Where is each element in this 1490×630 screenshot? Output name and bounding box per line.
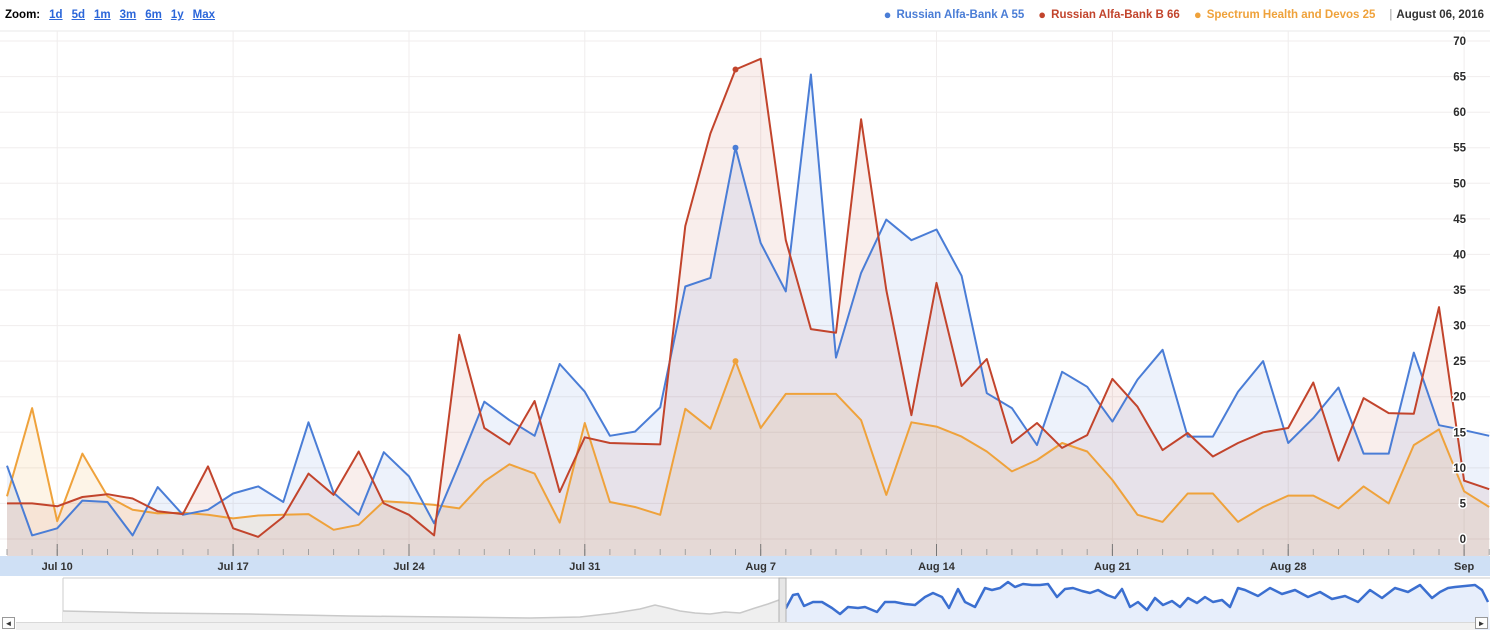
y-tick-label: 55 bbox=[1453, 143, 1466, 155]
plot-area[interactable] bbox=[0, 31, 1490, 548]
y-axis-labels: 0 5 10 15 20 25 30 35 40 45 50 55 60 65 70 bbox=[1452, 35, 1468, 548]
y-tick-label: 20 bbox=[1453, 392, 1466, 404]
y-tick-label: 70 bbox=[1453, 36, 1466, 48]
zoom-links: 1d 5d 1m 3m 6m 1y Max bbox=[49, 9, 215, 21]
marker-russian-alfa-bank-a bbox=[732, 144, 739, 151]
horizontal-gridlines bbox=[0, 40, 1490, 540]
series-bullet-icon: ● bbox=[1038, 7, 1047, 22]
line-spectrum-health-and-devos bbox=[6, 360, 1490, 531]
x-axis-ticks bbox=[6, 544, 1490, 556]
area-russian-alfa-bank-b bbox=[7, 58, 1490, 557]
y-tick-label: 40 bbox=[1453, 249, 1466, 261]
series-bullet-icon: ● bbox=[883, 7, 892, 22]
zoom-label: Zoom: bbox=[5, 9, 41, 21]
marker-spectrum-health-and-devos bbox=[732, 358, 739, 365]
scrollbar-right-button[interactable]: ► bbox=[1475, 617, 1488, 629]
marker-russian-alfa-bank-b bbox=[732, 66, 739, 73]
zoom-option-1d[interactable]: 1d bbox=[49, 9, 63, 21]
x-tick-label: Aug 28 bbox=[1270, 561, 1307, 573]
legend-date-separator: | bbox=[1389, 9, 1393, 21]
legend-date: | August 06, 2016 bbox=[1389, 9, 1484, 21]
x-tick-label: Jul 24 bbox=[393, 561, 425, 573]
zoom-controls: Zoom: 1d 5d 1m 3m 6m 1y Max bbox=[0, 9, 215, 21]
zoom-option-1y[interactable]: 1y bbox=[170, 9, 184, 21]
marked-points bbox=[732, 66, 739, 365]
y-tick-label: 5 bbox=[1460, 498, 1467, 510]
vertical-gridlines bbox=[56, 31, 1465, 548]
line-russian-alfa-bank-b bbox=[7, 57, 1490, 538]
legend-date-value: August 06, 2016 bbox=[1396, 9, 1484, 21]
legend-item-russian-alfa-bank-b[interactable]: ● Russian Alfa-Bank B 66 bbox=[1038, 7, 1180, 22]
x-tick-label: Sep bbox=[1454, 561, 1474, 573]
y-tick-label: 30 bbox=[1453, 321, 1466, 333]
legend-items: ● Russian Alfa-Bank A 55 ● Russian Alfa-Ban… bbox=[883, 7, 1376, 22]
zoom-option-3m[interactable]: 3m bbox=[119, 9, 137, 21]
zoom-option-6m[interactable]: 6m bbox=[145, 9, 162, 21]
legend-item-russian-alfa-bank-a[interactable]: ● Russian Alfa-Bank A 55 bbox=[883, 7, 1025, 22]
y-tick-label: 45 bbox=[1453, 214, 1466, 226]
x-tick-label: Aug 21 bbox=[1094, 561, 1131, 573]
zoom-option-1m[interactable]: 1m bbox=[93, 9, 111, 21]
legend-item-spectrum-health-and-devos[interactable]: ● Spectrum Health and Devos 25 bbox=[1193, 7, 1376, 22]
zoom-option-max[interactable]: Max bbox=[192, 9, 216, 21]
legend: ● Russian Alfa-Bank A 55 ● Russian Alfa-Ban… bbox=[883, 7, 1490, 22]
scrollbar-left-button[interactable]: ◄ bbox=[2, 617, 15, 629]
y-tick-label: 25 bbox=[1453, 356, 1466, 368]
x-tick-label: Jul 10 bbox=[42, 561, 73, 573]
navigator-history-line bbox=[62, 599, 780, 619]
x-axis-labels: Jul 10 Jul 17 Jul 24 Jul 31 Aug 7 Aug 14 Aug 2… bbox=[42, 561, 1475, 573]
series-bullet-icon: ● bbox=[1193, 7, 1202, 22]
x-axis-band[interactable] bbox=[0, 556, 1490, 576]
y-tick-label: 35 bbox=[1453, 285, 1466, 297]
y-tick-label: 0 bbox=[1460, 534, 1466, 546]
y-tick-label: 60 bbox=[1453, 107, 1466, 119]
zoom-option-5d[interactable]: 5d bbox=[71, 9, 85, 21]
x-tick-label: Jul 31 bbox=[569, 561, 600, 573]
x-tick-label: Jul 17 bbox=[218, 561, 249, 573]
x-tick-label: Aug 14 bbox=[918, 561, 956, 573]
legend-item-label: Russian Alfa-Bank B 66 bbox=[1051, 9, 1180, 21]
x-tick-label: Aug 7 bbox=[745, 561, 776, 573]
chart-header: Zoom: 1d 5d 1m 3m 6m 1y Max ● Russian Alfa-Bank… bbox=[0, 0, 1490, 30]
y-tick-label: 65 bbox=[1453, 72, 1466, 84]
y-tick-label: 50 bbox=[1453, 178, 1466, 190]
line-russian-alfa-bank-a bbox=[6, 73, 1490, 537]
y-tick-label: 10 bbox=[1453, 463, 1466, 475]
navigator-left-handle[interactable] bbox=[778, 577, 787, 630]
series-lines bbox=[6, 57, 1490, 538]
scrollbar-track[interactable] bbox=[16, 622, 1475, 630]
area-russian-alfa-bank-a bbox=[7, 74, 1490, 556]
legend-item-label: Russian Alfa-Bank A 55 bbox=[896, 9, 1025, 21]
legend-item-label: Spectrum Health and Devos 25 bbox=[1206, 9, 1376, 21]
navigator-window-line bbox=[781, 580, 1490, 616]
y-tick-label: 15 bbox=[1453, 427, 1466, 439]
